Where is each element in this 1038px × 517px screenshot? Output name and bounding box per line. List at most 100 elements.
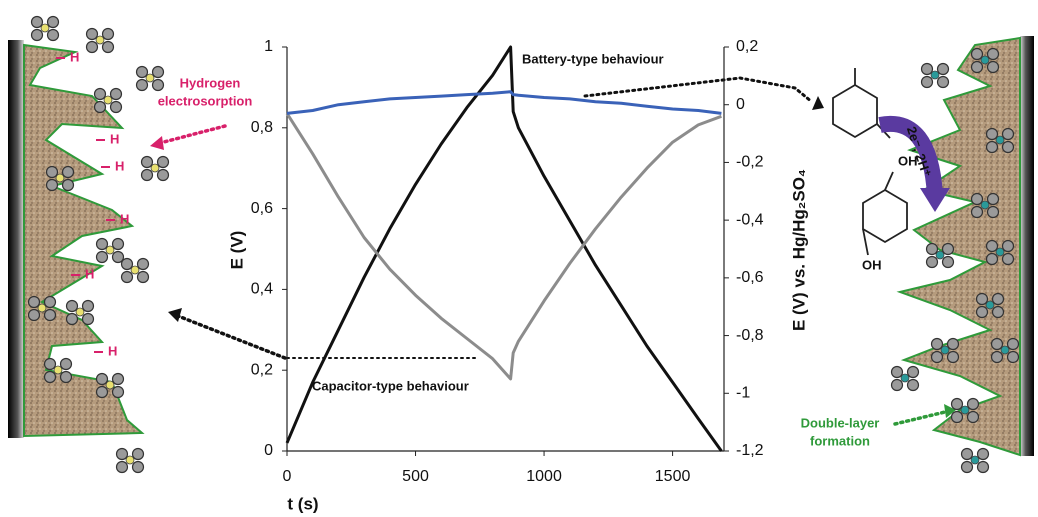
y-tick-label: 0,8 (251, 119, 273, 136)
hydrogen-atom-label: H (70, 49, 79, 64)
y2-tick-label: -0,6 (736, 269, 764, 286)
water-molecule (920, 75, 934, 89)
arrowhead (150, 136, 164, 150)
water-molecule (109, 87, 123, 101)
ion-core (103, 95, 113, 105)
water-molecule (970, 205, 984, 219)
water-molecule (151, 65, 165, 79)
ion-core (55, 173, 65, 183)
arrowhead (944, 404, 956, 418)
water-molecule (59, 370, 73, 384)
water-molecule (906, 378, 920, 392)
hydrogen-atom-label: H (115, 158, 124, 173)
hydrogen-atom-label: H (110, 131, 119, 146)
water-molecule (93, 100, 107, 114)
water-molecule (61, 178, 75, 192)
ion-core (960, 405, 970, 415)
water-molecule (131, 460, 145, 474)
water-molecule (45, 165, 59, 179)
water-molecule (95, 237, 109, 251)
water-molecule (43, 370, 57, 384)
water-molecule (65, 312, 79, 326)
water-molecule (930, 337, 944, 351)
ion-core (40, 23, 50, 33)
data-line (285, 112, 722, 381)
water-molecule (46, 28, 60, 42)
water-molecule (27, 308, 41, 322)
hydrogen-label: Hydrogen (180, 75, 241, 90)
ion-core (980, 55, 990, 65)
water-molecule (990, 350, 1004, 364)
water-molecule (43, 308, 57, 322)
water-molecule (960, 447, 974, 461)
ion-core (970, 455, 980, 465)
water-molecule (941, 242, 955, 256)
arrowhead (168, 308, 182, 322)
water-molecule (140, 155, 154, 169)
y-tick-label: 0,2 (251, 361, 273, 378)
y2-tick-label: 0,2 (736, 38, 758, 55)
water-molecule (1001, 127, 1015, 141)
electrode-bar (1020, 36, 1034, 456)
water-molecule (946, 350, 960, 364)
ion-core (980, 200, 990, 210)
y-tick-label: 1 (264, 38, 273, 55)
ion-core (930, 70, 940, 80)
water-molecule (45, 178, 59, 192)
water-molecule (985, 140, 999, 154)
water-molecule (976, 460, 990, 474)
water-molecule (970, 47, 984, 61)
hydroxyl-label: OH (898, 153, 918, 168)
water-molecule (950, 397, 964, 411)
water-molecule (890, 378, 904, 392)
water-molecule (136, 257, 150, 271)
ion-core (95, 35, 105, 45)
water-molecule (101, 27, 115, 41)
water-molecule (27, 295, 41, 309)
water-molecule (936, 62, 950, 76)
double-layer-label: formation (810, 433, 870, 448)
electrode-surface (23, 43, 145, 438)
electrode-bar (8, 40, 24, 438)
data-line (286, 90, 722, 115)
y2-tick-label: -1 (736, 385, 750, 402)
hydrogen-atom-label: H (108, 343, 117, 358)
molecule-structure (832, 68, 908, 256)
ion-core (940, 345, 950, 355)
hydrogen-atom-label: H (85, 266, 94, 281)
y-tick-label: 0,4 (251, 281, 273, 298)
water-molecule (95, 250, 109, 264)
water-molecule (95, 372, 109, 386)
hydrogen-atom-label: H (120, 211, 129, 226)
water-molecule (985, 239, 999, 253)
water-molecule (985, 127, 999, 141)
reaction-arrow (878, 115, 943, 196)
water-molecule (151, 78, 165, 92)
hydroxyl-label: OH (862, 257, 882, 272)
water-molecule (81, 312, 95, 326)
y2-tick-label: -0,8 (736, 327, 764, 344)
reaction-arrowhead (920, 188, 950, 212)
water-molecule (93, 87, 107, 101)
water-molecule (65, 299, 79, 313)
water-molecule (43, 357, 57, 371)
water-molecule (59, 357, 73, 371)
y2-axis-label: E (V) vs. Hg/Hg₂SO₄ (789, 169, 808, 331)
water-molecule (136, 270, 150, 284)
water-molecule (120, 270, 134, 284)
water-molecule (135, 78, 149, 92)
water-molecule (81, 299, 95, 313)
water-molecule (991, 305, 1005, 319)
water-molecule (30, 28, 44, 42)
water-molecule (986, 60, 1000, 74)
water-molecule (986, 205, 1000, 219)
water-molecule (986, 47, 1000, 61)
water-molecule (966, 410, 980, 424)
water-molecule (906, 365, 920, 379)
y2-tick-label: -1,2 (736, 442, 764, 459)
ion-core (900, 373, 910, 383)
ion-core (130, 265, 140, 275)
y-axis-label: E (V) (227, 231, 246, 270)
water-molecule (115, 460, 129, 474)
water-molecule (156, 168, 170, 182)
